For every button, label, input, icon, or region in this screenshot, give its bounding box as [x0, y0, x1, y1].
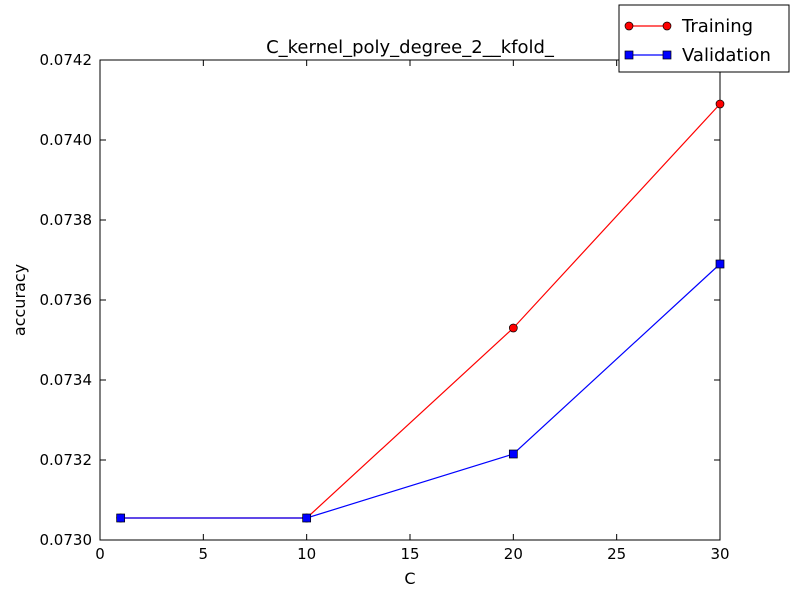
y-tick-label: 0.0736: [40, 291, 93, 309]
y-tick-label: 0.0732: [40, 451, 93, 469]
validation-series-line: [120, 263, 721, 519]
x-axis-title: C: [404, 569, 415, 588]
validation-legend-marker: [662, 50, 672, 60]
x-tick-label: 5: [199, 545, 209, 563]
y-tick-label: 0.0740: [40, 131, 93, 149]
chart-title: C_kernel_poly_degree_2__kfold_: [266, 37, 555, 58]
validation-point: [116, 513, 126, 523]
validation-legend-label: Validation: [682, 45, 771, 66]
x-tick-label: 20: [504, 545, 523, 563]
training-point: [715, 99, 725, 109]
validation-point: [302, 513, 312, 523]
validation-point: [715, 259, 725, 269]
y-tick-label: 0.0730: [40, 531, 93, 549]
y-tick-label: 0.0734: [40, 371, 93, 389]
training-point: [508, 323, 518, 333]
x-tick-label: 30: [710, 545, 729, 563]
x-tick-label: 0: [95, 545, 105, 563]
training-legend-marker: [624, 21, 634, 31]
y-tick-label: 0.0742: [40, 51, 93, 69]
y-tick-label: 0.0738: [40, 211, 93, 229]
x-tick-label: 15: [400, 545, 419, 563]
training-legend-label: Training: [681, 16, 753, 37]
training-legend-marker: [662, 21, 672, 31]
x-tick-label: 25: [607, 545, 626, 563]
x-tick-label: 10: [297, 545, 316, 563]
validation-legend-marker: [624, 50, 634, 60]
validation-point: [508, 449, 518, 459]
legend: Training Validation: [618, 4, 790, 73]
plot-area: 0 5 10 15 20 25 30 0.0730 0.0732 0.0734 0.0736 0.07…: [40, 51, 730, 563]
legend-box: [618, 4, 790, 73]
y-axis-title: accuracy: [10, 264, 29, 336]
plot-frame: [99, 59, 721, 541]
